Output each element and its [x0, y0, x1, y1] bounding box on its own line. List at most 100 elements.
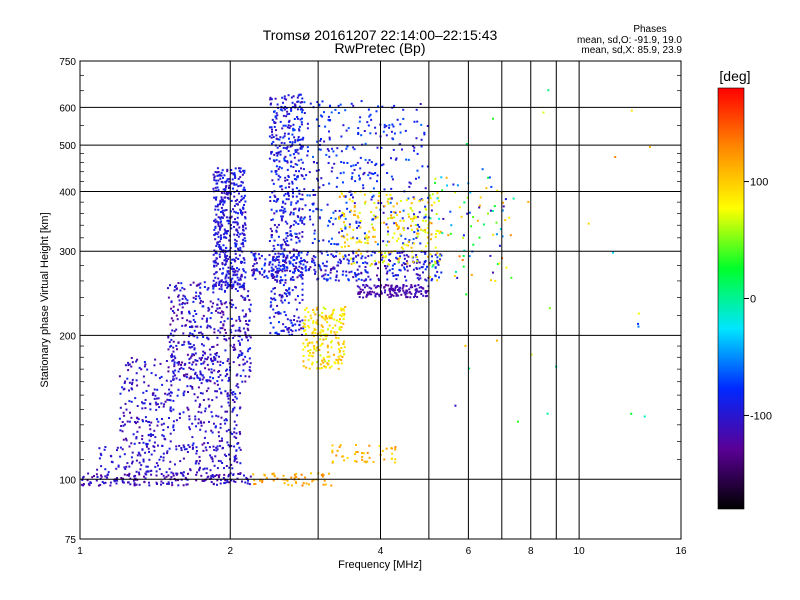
scatter-point — [236, 276, 239, 279]
scatter-point — [316, 319, 319, 322]
scatter-point — [274, 252, 277, 255]
scatter-point — [96, 476, 99, 478]
scatter-point — [360, 278, 363, 281]
scatter-point — [452, 183, 455, 186]
scatter-point — [209, 454, 212, 457]
scatter-point — [643, 415, 646, 418]
scatter-point — [207, 306, 210, 309]
scatter-point — [233, 182, 235, 185]
scatter-point — [243, 282, 246, 285]
scatter-point — [287, 331, 290, 334]
scatter-point — [226, 271, 229, 274]
scatter-point — [232, 187, 234, 190]
scatter-point — [368, 292, 371, 295]
scatter-point — [261, 481, 264, 484]
scatter-point — [201, 392, 204, 395]
scatter-point — [270, 126, 273, 129]
scatter-point — [353, 213, 356, 216]
scatter-point — [227, 266, 230, 269]
scatter-point — [148, 421, 150, 423]
scatter-point — [284, 210, 287, 213]
scatter-point — [170, 476, 173, 478]
scatter-point — [233, 401, 236, 403]
scatter-point — [357, 127, 360, 130]
scatter-point — [330, 253, 333, 256]
scatter-point — [338, 231, 341, 234]
scatter-point — [128, 363, 131, 366]
scatter-point — [231, 410, 234, 413]
scatter-point — [393, 132, 396, 135]
scatter-point — [220, 288, 223, 291]
scatter-point — [223, 174, 226, 177]
scatter-point — [359, 220, 362, 222]
scatter-point — [283, 249, 286, 251]
scatter-point — [182, 367, 185, 370]
scatter-point — [242, 238, 245, 241]
scatter-point — [230, 182, 233, 185]
scatter-point — [216, 448, 219, 451]
y-tick-label: 400 — [59, 187, 76, 198]
scatter-point — [489, 209, 492, 212]
scatter-point — [124, 380, 127, 383]
scatter-point — [189, 326, 191, 328]
scatter-point — [173, 365, 176, 368]
scatter-point — [637, 312, 640, 315]
scatter-point — [285, 115, 288, 118]
scatter-point — [327, 315, 330, 318]
scatter-point — [277, 168, 280, 171]
scatter-point — [373, 284, 376, 287]
scatter-point — [299, 219, 302, 222]
scatter-point — [126, 420, 129, 423]
scatter-point — [99, 452, 102, 455]
x-tick-label: 16 — [675, 546, 687, 557]
scatter-point — [415, 261, 418, 264]
scatter-point — [338, 217, 340, 220]
scatter-point — [289, 141, 292, 144]
scatter-point — [217, 221, 220, 224]
scatter-point — [102, 482, 105, 485]
scatter-point — [223, 259, 226, 262]
scatter-point — [158, 406, 161, 409]
scatter-point — [276, 279, 279, 282]
scatter-point — [196, 374, 198, 377]
scatter-point — [244, 297, 247, 300]
scatter-point — [333, 353, 335, 356]
gridlines — [80, 61, 681, 539]
scatter-point — [323, 479, 326, 482]
scatter-point — [393, 263, 396, 265]
scatter-point — [194, 359, 197, 362]
scatter-point — [222, 313, 225, 316]
scatter-point — [217, 415, 220, 418]
scatter-point — [202, 449, 205, 452]
scatter-point — [391, 123, 394, 126]
scatter-point — [202, 399, 205, 401]
scatter-point — [223, 253, 226, 256]
scatter-point — [395, 256, 398, 259]
scatter-point — [490, 185, 493, 188]
scatter-point — [284, 108, 286, 111]
scatter-point — [313, 261, 316, 264]
scatter-point — [418, 278, 420, 281]
scatter-point — [308, 268, 311, 270]
scatter-point — [390, 211, 393, 214]
scatter-point — [199, 299, 202, 302]
scatter-point — [139, 454, 142, 457]
scatter-point — [175, 419, 178, 422]
scatter-point — [220, 279, 223, 282]
scatter-point — [419, 103, 422, 105]
scatter-point — [233, 420, 236, 423]
scatter-point — [269, 200, 272, 202]
scatter-point — [461, 259, 464, 261]
scatter-point — [220, 223, 223, 226]
scatter-point — [346, 456, 349, 459]
scatter-point — [278, 255, 280, 258]
scatter-point — [248, 308, 251, 311]
scatter-point — [154, 374, 157, 377]
scatter-point — [378, 279, 380, 282]
scatter-point — [335, 243, 338, 246]
scatter-point — [548, 307, 551, 310]
scatter-point — [405, 254, 408, 257]
scatter-point — [438, 217, 441, 220]
scatter-point — [354, 275, 357, 278]
scatter-point — [88, 484, 91, 487]
